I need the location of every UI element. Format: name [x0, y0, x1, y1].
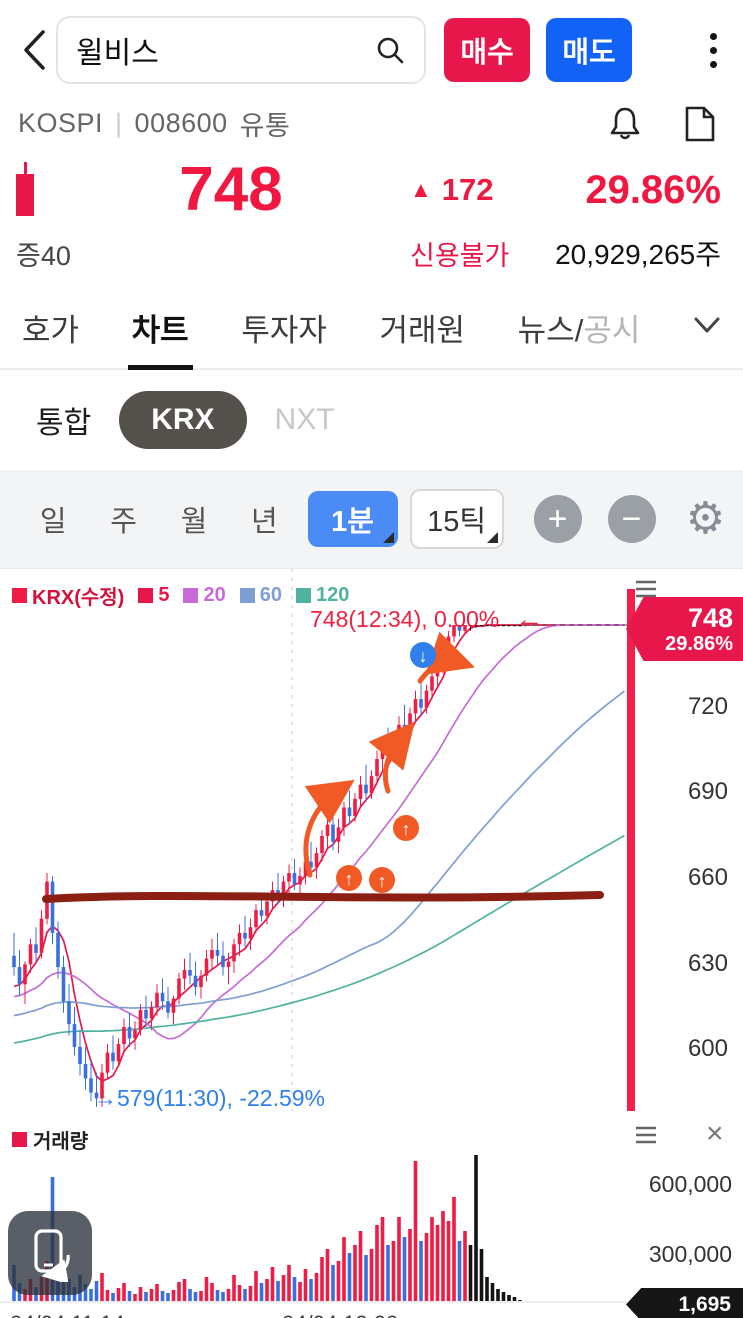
current-price: 748 — [179, 155, 283, 224]
tab-investors[interactable]: 투자자 — [241, 313, 327, 348]
alarm-bell-icon[interactable] — [607, 105, 643, 143]
stock-info-row: KOSPI | 008600 유통 — [0, 100, 743, 151]
drag-handle-icon — [636, 580, 656, 598]
up-circle-annotation-1: ↑ — [336, 865, 362, 891]
period-month[interactable]: 월 — [180, 506, 208, 538]
volume-legend-swatch — [12, 1132, 27, 1147]
period-day[interactable]: 일 — [39, 506, 67, 538]
time-label-mid: 04/04 12:00 — [282, 1311, 398, 1318]
high-price-annotation: 748(12:34), 0.00% ← — [310, 603, 544, 634]
back-button[interactable] — [12, 20, 56, 80]
current-price-tag: 748 29.86% — [626, 597, 743, 661]
y-axis-tick: 600 — [687, 1035, 728, 1062]
price-change: ▲ 172 — [410, 172, 494, 207]
price-block: 748 ▲ 172 29.86% 증40 신용불가 20,929,265주 — [0, 151, 743, 287]
tab-news[interactable]: 뉴스/공시 — [517, 313, 641, 348]
info-divider: | — [115, 108, 123, 138]
volume-axis-tick: 600,000 — [648, 1171, 732, 1197]
sell-button[interactable]: 매도 — [546, 18, 632, 82]
rotate-phone-icon — [34, 1229, 70, 1282]
tab-brokers[interactable]: 거래원 — [379, 313, 466, 348]
legend-swatch-5 — [138, 588, 154, 603]
period-minute-selected[interactable]: 1분 — [307, 491, 398, 547]
change-percent: 29.86% — [585, 167, 721, 212]
price-chart-pane[interactable]: ↑ ↑ ↑ ↓ — [0, 569, 628, 1111]
drag-handle-icon — [636, 1126, 656, 1144]
tab-chart[interactable]: 차트 — [127, 297, 193, 370]
more-menu-button[interactable] — [704, 27, 723, 74]
volume-legend: 거래량 — [12, 1125, 88, 1154]
down-circle-annotation: ↓ — [410, 642, 436, 668]
legend-label-krx: KRX(수정) — [32, 587, 125, 609]
legend-swatch-20 — [183, 588, 199, 603]
search-icon[interactable] — [374, 34, 406, 66]
last-volume-tag: 1,695 — [626, 1288, 743, 1318]
legend-label-20: 20 — [203, 584, 226, 606]
chart-legend: KRX(수정) 5 20 60 120 — [12, 581, 349, 610]
segment-krx[interactable]: KRX — [119, 391, 247, 449]
legend-swatch-krx — [12, 588, 27, 603]
stock-code: 008600 — [134, 108, 228, 138]
traded-shares: 20,929,265주 — [555, 239, 721, 270]
hand-drawn-support-line — [42, 891, 604, 903]
price-range-strip — [627, 589, 635, 1111]
document-icon[interactable] — [683, 105, 717, 143]
tab-orderbook[interactable]: 호가 — [22, 313, 80, 348]
segment-total[interactable]: 통합 — [36, 407, 92, 440]
up-triangle-icon: ▲ — [410, 177, 432, 202]
close-icon[interactable]: × — [706, 1117, 724, 1150]
legend-swatch-120 — [295, 588, 311, 603]
y-axis-tick: 690 — [687, 778, 728, 805]
volume-chart-pane[interactable] — [0, 1117, 628, 1305]
svg-text:↓: ↓ — [419, 646, 428, 666]
up-circle-annotation-2: ↑ — [369, 867, 395, 893]
price-pane-handle[interactable] — [634, 579, 658, 599]
volume-axis-tick: 300,000 — [648, 1241, 732, 1267]
stock-name: 윌비스 — [76, 37, 159, 70]
candle-icon — [16, 162, 34, 218]
margin-flag: 증40 — [16, 240, 71, 271]
period-tick[interactable]: 15틱 — [409, 489, 504, 549]
svg-text:↑: ↑ — [402, 819, 411, 839]
chart-region: ↑ ↑ ↑ ↓ KRX(수정) 5 20 60 — [0, 568, 743, 1318]
low-price-annotation: →579(11:30), -22.59% — [94, 1085, 325, 1111]
market-label: KOSPI — [18, 108, 104, 138]
chevron-down-icon — [694, 317, 720, 332]
legend-label-60: 60 — [259, 584, 282, 606]
y-axis-tick: 660 — [687, 864, 728, 891]
credit-status: 신용불가 — [410, 240, 510, 271]
stock-search-input[interactable]: 윌비스 — [56, 16, 426, 84]
y-axis-tick: 630 — [687, 950, 728, 977]
chart-toolbar: 일 주 월 년 1분 15틱 + − ⚙ — [0, 470, 743, 568]
sector-label: 유통 — [239, 111, 291, 141]
legend-label-120: 120 — [315, 584, 350, 606]
left-arrow-icon: ← — [515, 603, 544, 634]
chart-settings-button[interactable]: ⚙ — [685, 494, 726, 543]
hand-drawn-arrow-1 — [303, 779, 355, 878]
y-axis-tick: 720 — [687, 693, 728, 720]
svg-text:↑: ↑ — [378, 871, 387, 891]
buy-button[interactable]: 매수 — [444, 18, 530, 82]
legend-swatch-60 — [239, 588, 255, 603]
volume-pane-handle[interactable] — [634, 1125, 658, 1145]
tab-bar: 호가 차트 투자자 거래원 뉴스/공시 — [0, 287, 743, 370]
legend-label-5: 5 — [158, 584, 170, 606]
svg-text:↑: ↑ — [345, 869, 354, 889]
zoom-in-button[interactable]: + — [533, 495, 582, 543]
time-label-start: 04/04 11:14 — [10, 1311, 125, 1318]
screen-rotate-button[interactable] — [8, 1211, 92, 1295]
header: 윌비스 매수 매도 — [0, 0, 743, 100]
hand-drawn-arrow-2 — [368, 721, 415, 794]
period-year[interactable]: 년 — [251, 506, 278, 538]
up-circle-annotation-3: ↑ — [393, 815, 419, 841]
zoom-out-button[interactable]: − — [607, 495, 656, 543]
period-week[interactable]: 주 — [110, 506, 137, 538]
tabs-expand-button[interactable] — [691, 315, 723, 351]
back-chevron-icon — [24, 30, 45, 70]
hand-drawn-arrow-3 — [417, 631, 475, 684]
segment-nxt[interactable]: NXT — [274, 403, 335, 436]
market-segment-switch: 통합 KRX NXT — [0, 370, 743, 470]
